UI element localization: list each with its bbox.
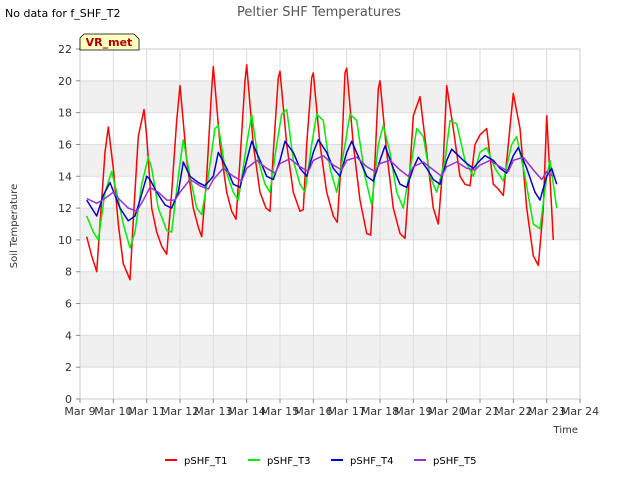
series-line-pSHF_T5 — [86, 154, 554, 213]
y-tick-label: 14 — [58, 170, 72, 183]
y-tick-label: 22 — [58, 43, 72, 56]
x-tick-label: Mar 23 — [528, 405, 566, 418]
badge-label: VR_met — [86, 36, 133, 49]
badge: VR_met — [79, 33, 140, 51]
x-tick-label: Mar 12 — [161, 405, 199, 418]
y-tick-label: 0 — [65, 393, 72, 406]
series-line-pSHF_T1 — [85, 64, 555, 281]
x-tick-label: Mar 9 — [64, 405, 95, 418]
x-tick-label: Mar 17 — [328, 405, 366, 418]
badge-box — [79, 33, 140, 51]
x-tick-label: Mar 20 — [428, 405, 466, 418]
legend-label: pSHF_T1 — [184, 456, 227, 467]
y-tick-label: 8 — [65, 266, 72, 279]
x-tick-label: Mar 14 — [228, 405, 266, 418]
y-axis-label: Soil Temperature — [9, 184, 20, 269]
x-tick-label: Mar 24 — [561, 405, 599, 418]
x-tick-label: Mar 21 — [461, 405, 499, 418]
plot-band — [80, 271, 580, 304]
legend: pSHF_T1 pSHF_T3 pSHF_T4 pSHF_T5 — [165, 456, 476, 467]
x-tick-label: Mar 10 — [94, 405, 132, 418]
legend-label: pSHF_T5 — [433, 456, 476, 467]
x-axis-label: Time — [553, 425, 578, 436]
plot-frame — [79, 48, 581, 400]
no-data-note: No data for f_SHF_T2 — [5, 7, 121, 20]
y-tick-label: 2 — [65, 361, 72, 374]
y-tick-label: 4 — [65, 329, 72, 342]
legend-label: pSHF_T4 — [350, 456, 393, 467]
x-tick-label: Mar 22 — [494, 405, 532, 418]
y-tick-label: 10 — [58, 234, 72, 247]
y-tick-label: 18 — [58, 107, 72, 120]
y-tick-label: 20 — [58, 75, 72, 88]
x-tick-label: Mar 19 — [394, 405, 432, 418]
y-tick-label: 6 — [65, 298, 72, 311]
x-tick-label: Mar 18 — [361, 405, 399, 418]
chart-title: Peltier SHF Temperatures — [237, 5, 401, 20]
x-tick-label: Mar 15 — [261, 405, 299, 418]
x-tick-label: Mar 16 — [294, 405, 332, 418]
x-tick-label: Mar 11 — [128, 405, 166, 418]
plot-band — [80, 335, 580, 368]
legend-label: pSHF_T3 — [267, 456, 310, 467]
y-tick-label: 16 — [58, 138, 72, 151]
plot-band — [80, 208, 580, 240]
x-tick-label: Mar 13 — [194, 405, 232, 418]
series-line-pSHF_T4 — [86, 138, 558, 222]
y-tick-label: 12 — [58, 202, 72, 215]
plot-band — [80, 80, 580, 113]
